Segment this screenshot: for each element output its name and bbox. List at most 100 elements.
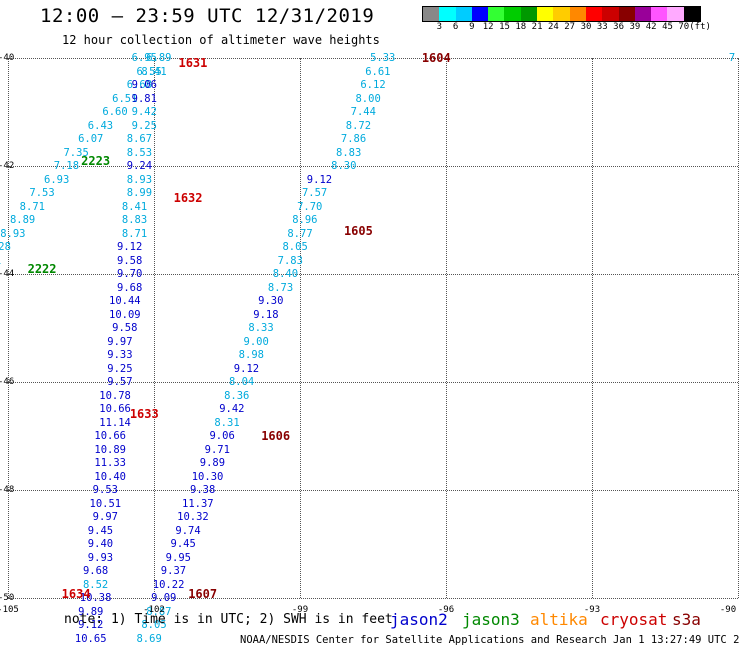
wave-height-reading: 9.06 (209, 429, 235, 442)
wave-height-reading: 9.74 (175, 524, 201, 537)
wave-height-reading: 9.06 (131, 78, 157, 91)
wave-height-reading: 9.33 (107, 348, 133, 361)
wave-height-reading: 6.68 (126, 78, 153, 91)
wave-height-reading: 7 (728, 51, 736, 64)
wave-height-reading: 9.38 (190, 483, 216, 496)
legend-label: 27 (564, 22, 576, 32)
legend-label: 12 (482, 22, 494, 32)
wave-height-reading: 8.87 (146, 605, 172, 618)
wave-height-reading: 8.05 (141, 618, 167, 631)
legend-label: 18 (515, 22, 527, 32)
legend-label: 15 (499, 22, 510, 32)
wave-height-reading: 10.51 (89, 497, 122, 510)
lat-gridline (8, 382, 738, 383)
wave-height-reading: 9.89 (199, 456, 226, 469)
wave-height-reading: 6.61 (365, 65, 391, 78)
wave-height-reading: 9.42 (219, 402, 245, 415)
wave-height-reading: 10.89 (94, 443, 126, 456)
wave-height-reading: 8.33 (248, 321, 274, 334)
legend-label: 21 (531, 22, 543, 32)
wave-height-reading: 8.96 (292, 213, 318, 226)
legend-label: 36 (613, 22, 625, 32)
wave-height-reading: 6.89 (146, 51, 172, 64)
legend-swatch (537, 7, 554, 21)
wave-height-reading: 7.83 (277, 254, 303, 267)
wave-height-reading: 9.25 (107, 362, 133, 375)
wave-height-reading: 10.66 (99, 402, 131, 415)
wave-height-reading: 9.95 (165, 551, 191, 564)
wave-height-reading: 9.37 (160, 564, 187, 577)
legend-swatch (439, 7, 456, 21)
wave-height-reading: 8.05 (282, 240, 308, 253)
legend-swatch (651, 7, 668, 21)
legend-swatch (667, 7, 684, 21)
page-title: 12:00 – 23:59 UTC 12/31/2019 (40, 5, 375, 27)
pass-time-label: 1632 (173, 191, 203, 206)
wave-height-reading: 8.52 (82, 578, 109, 591)
wave-height-reading: 9.53 (92, 483, 118, 496)
legend-label: (ft) (689, 22, 711, 32)
wave-height-reading: 7.35 (63, 146, 89, 159)
satellite-legend-item: jason3 (462, 610, 520, 629)
legend-swatch (423, 7, 440, 21)
pass-time-label: 1607 (188, 587, 218, 601)
lat-tick-label: -50 (0, 593, 15, 603)
wave-height-reading: 8.69 (136, 632, 162, 645)
wave-height-reading: 6.95 (131, 51, 157, 64)
legend-label: 70 (678, 22, 690, 32)
satellite-legend-item: s3a (672, 610, 701, 629)
wave-height-reading: 7.44 (350, 105, 376, 118)
legend-swatch (455, 7, 472, 21)
pass-time-label: 2223 (81, 153, 111, 168)
wave-height-reading: 10.30 (191, 470, 224, 483)
wave-height-reading: 8.73 (267, 281, 294, 294)
wave-height-reading: 9.24 (126, 159, 153, 172)
wave-height-reading: 9.93 (87, 551, 114, 564)
wave-height-reading: 9.45 (87, 524, 114, 537)
legend-label: 6 (452, 22, 459, 32)
wave-height-reading: 7.91 (0, 255, 1, 266)
satellite-legend-item: jason2 (390, 610, 448, 629)
wave-height-reading: 8.40 (272, 267, 299, 280)
satellite-legend-item: altika (530, 610, 588, 629)
legend-label: 24 (547, 22, 559, 32)
pass-time-label: 1631 (178, 56, 208, 71)
wave-height-reading: 9.68 (117, 281, 143, 294)
pass-time-label: 1605 (343, 223, 373, 238)
legend-swatch (488, 7, 505, 21)
wave-height-reading: 8.04 (228, 375, 255, 388)
wave-height-reading: 9.71 (204, 443, 230, 456)
lat-tick-label: -44 (0, 269, 15, 279)
wave-height-reading: 10.22 (152, 578, 185, 591)
legend-swatch (569, 7, 586, 21)
lon-gridline (300, 58, 301, 598)
footer-note: note: 1) Time is in UTC; 2) SWH is in fe… (64, 612, 393, 627)
wave-height-reading: 11.33 (94, 456, 126, 469)
lon-gridline (738, 58, 739, 598)
wave-height-reading: 8.00 (355, 92, 381, 105)
wave-height-reading: 7.86 (340, 132, 367, 145)
wave-height-reading: 10.09 (108, 308, 141, 321)
wave-height-reading: 9.45 (170, 537, 196, 550)
wave-height-reading: 8.89 (9, 213, 36, 226)
wave-height-reading: 8.28 (0, 240, 11, 253)
wave-height-reading: 6.60 (102, 105, 128, 118)
lat-tick-label: -48 (0, 485, 15, 495)
lon-tick-label: -90 (719, 605, 737, 615)
legend-label: 9 (469, 22, 475, 32)
wave-height-reading: 8.98 (238, 348, 264, 361)
wave-height-reading: 7.53 (29, 186, 55, 199)
wave-height-reading: 9.12 (117, 240, 143, 253)
wave-height-reading: 9.18 (253, 308, 279, 321)
wave-height-reading: 9.00 (243, 335, 269, 348)
lat-tick-label: -46 (0, 377, 15, 387)
wave-height-reading: 8.93 (0, 227, 26, 240)
wave-height-reading: 9.09 (151, 591, 177, 604)
pass-time-label: 1633 (129, 407, 159, 422)
legend-label: 3 (436, 22, 443, 32)
wave-height-reading: 9.12 (233, 362, 260, 375)
wave-height-reading: 11.37 (181, 497, 214, 510)
wave-height-reading: 9.81 (131, 92, 157, 105)
wave-height-reading: 8.71 (121, 227, 148, 240)
lon-tick-label: -93 (583, 605, 601, 615)
